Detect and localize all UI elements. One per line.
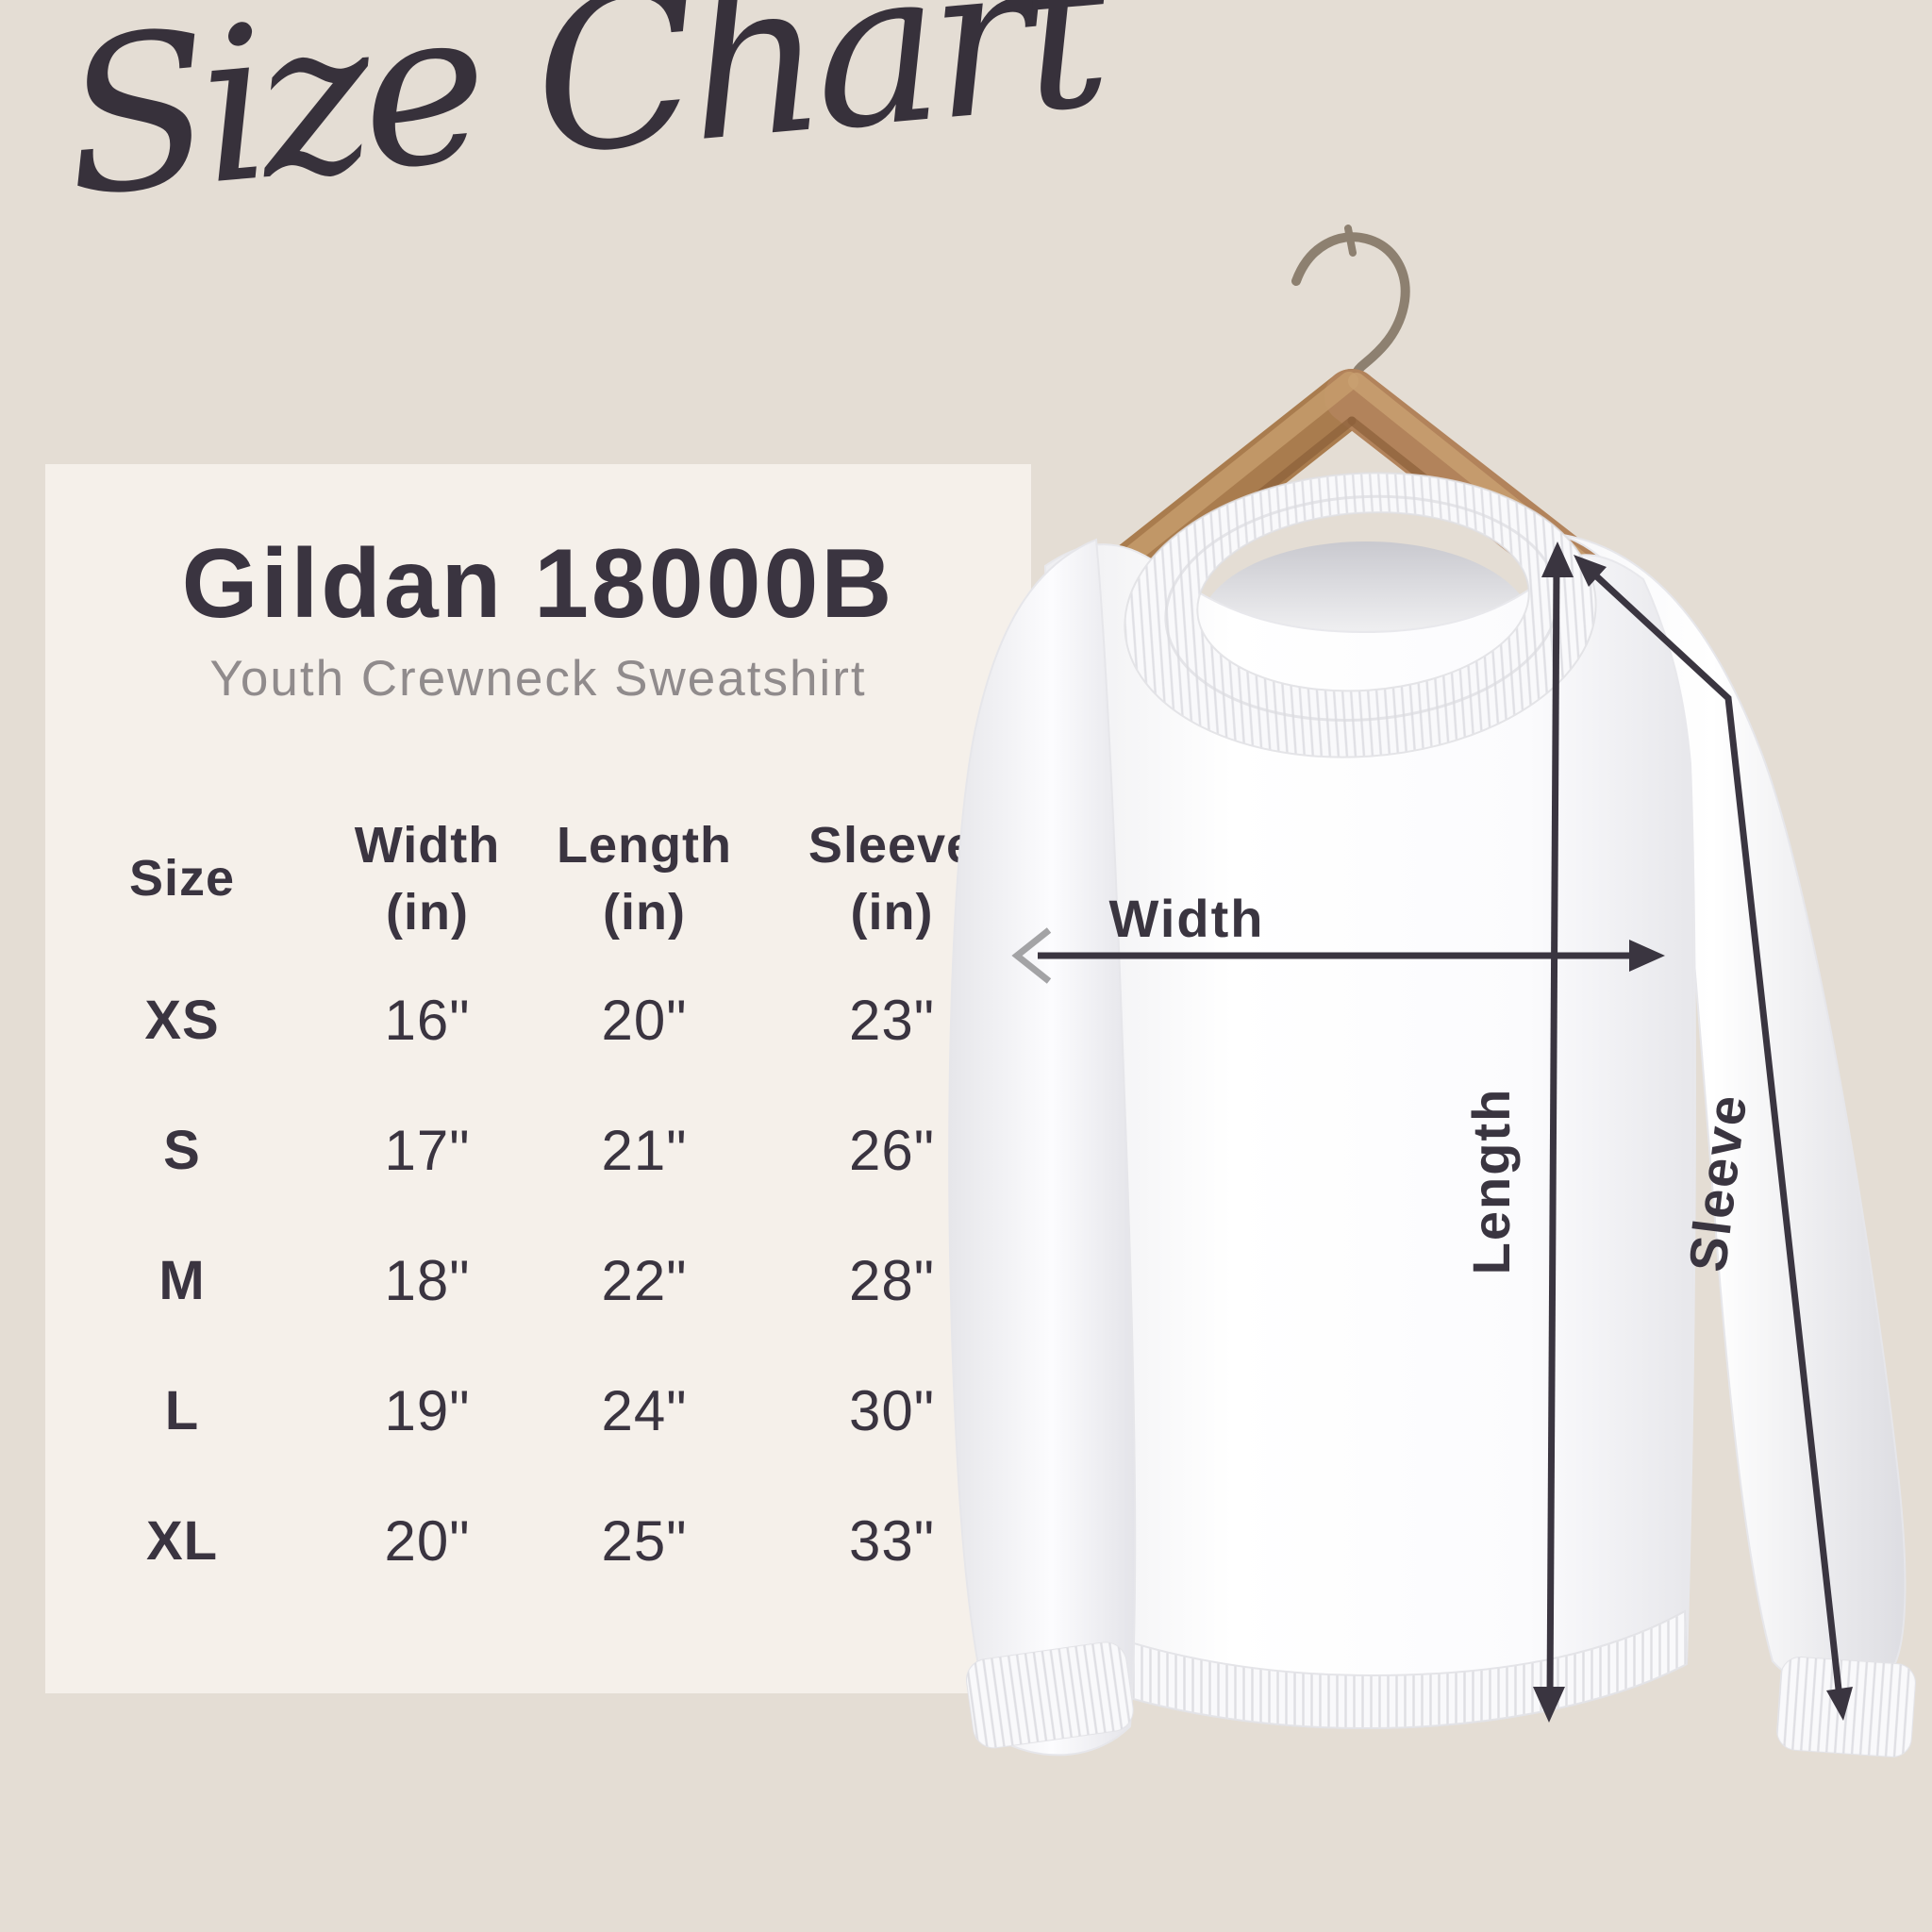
table-cell-sleeve: 23" [848,988,936,1052]
table-row-size: S [163,1119,201,1181]
length-arrow [1546,565,1560,1699]
length-measure-label: Length [1461,1088,1521,1275]
table-row-size: M [158,1249,206,1311]
sleeve-arrowhead-bottom-icon [1826,1687,1853,1721]
table-cell-length: 25" [601,1508,688,1573]
size-table: Size Width (in) Length (in) Sleeve (in) … [45,804,1031,1606]
length-arrowhead-top-icon [1541,541,1574,577]
table-cell-sleeve: 30" [848,1378,936,1442]
sweatshirt-left-sleeve [948,538,1137,1757]
table-cell-width: 18" [384,1248,471,1312]
header-label: Length [557,816,732,874]
table-row-size: XL [145,1509,219,1572]
column-header-width: Width (in) [319,804,536,955]
product-name: Gildan 18000B [181,529,895,639]
table-cell-length: 21" [601,1118,688,1182]
header-unit: (in) [603,884,686,941]
table-cell-length: 20" [601,988,688,1052]
table-cell-width: 19" [384,1378,471,1442]
table-cell-length: 24" [601,1378,688,1442]
header-label: Size [128,850,236,908]
table-row-size: L [164,1379,200,1441]
column-header-size: Size [45,804,319,955]
measurement-arrows [1011,541,1853,1723]
table-cell-sleeve: 28" [848,1248,936,1312]
column-header-length: Length (in) [536,804,753,955]
collar-band [1124,472,1597,758]
table-cell-sleeve: 33" [848,1508,936,1573]
length-arrowhead-bottom-icon [1533,1687,1565,1723]
size-chart-panel: Gildan 18000B Youth Crewneck Sweatshirt … [45,464,1031,1693]
width-arrowhead-left-icon [1011,927,1052,984]
header-unit: (in) [386,884,469,941]
table-cell-width: 17" [384,1118,471,1182]
table-cell-width: 16" [384,988,471,1052]
table-cell-width: 20" [384,1508,471,1573]
table-cell-length: 22" [601,1248,688,1312]
left-cuff [965,1641,1134,1749]
product-subtitle: Youth Crewneck Sweatshirt [209,651,867,708]
sleeve-arrow [1588,568,1843,1699]
header-label: Width [354,816,501,874]
width-measure-label: Width [1109,889,1265,948]
table-cell-sleeve: 26" [848,1118,936,1182]
column-header-sleeve: Sleeve (in) [753,804,1031,955]
hanger-hook-icon [1291,225,1410,397]
header-label: Sleeve [808,816,976,874]
sleeve-arrowhead-top-icon [1574,555,1607,587]
table-row-size: XS [144,989,220,1051]
hem-band [1035,1604,1689,1730]
header-unit: (in) [850,884,934,941]
width-arrowhead-right-icon [1629,940,1665,972]
